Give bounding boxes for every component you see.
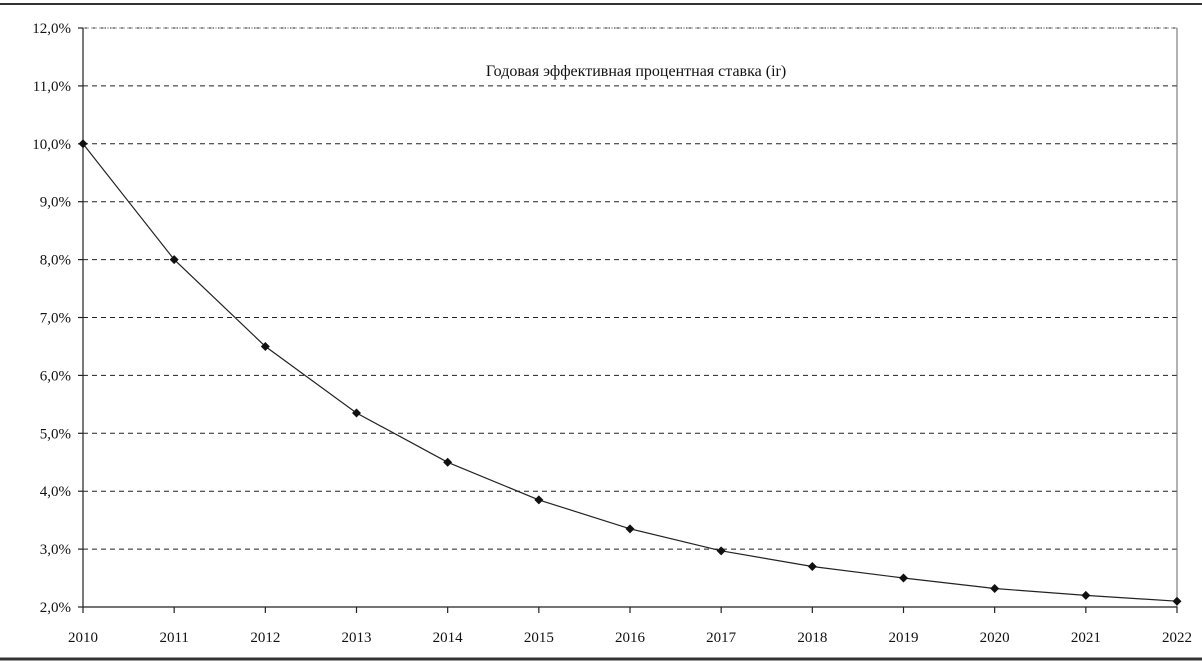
x-tick-label: 2022 xyxy=(1162,630,1192,646)
y-tick-label: 7,0% xyxy=(40,311,71,327)
data-point-marker xyxy=(1172,596,1182,606)
x-tick-label: 2013 xyxy=(342,630,372,646)
series-group xyxy=(78,139,1182,606)
data-point-marker xyxy=(260,341,270,351)
data-point-marker xyxy=(169,255,179,265)
y-tick-label: 9,0% xyxy=(40,195,71,211)
data-point-marker xyxy=(990,583,1000,593)
x-axis-ticks: 2010 2011 2012 2013 2014 2015 2016 2017 2018 2019… xyxy=(68,607,1192,646)
x-tick-label: 2015 xyxy=(524,630,554,646)
y-tick-label: 4,0% xyxy=(40,484,71,500)
data-point-marker xyxy=(1081,590,1091,600)
data-point-marker xyxy=(352,408,361,418)
x-tick-label: 2021 xyxy=(1071,630,1101,646)
x-tick-label: 2017 xyxy=(706,630,737,646)
data-point-marker xyxy=(78,139,88,149)
y-tick-label: 6,0% xyxy=(40,368,71,384)
y-tick-label: 3,0% xyxy=(40,542,71,558)
x-tick-label: 2012 xyxy=(250,630,280,646)
y-tick-label: 5,0% xyxy=(40,426,71,442)
data-point-marker xyxy=(534,495,544,505)
data-point-marker xyxy=(625,524,635,534)
x-tick-label: 2016 xyxy=(615,630,646,646)
x-tick-label: 2011 xyxy=(159,630,188,646)
x-tick-label: 2010 xyxy=(68,630,98,646)
x-tick-label: 2018 xyxy=(797,630,827,646)
y-tick-label: 2,0% xyxy=(40,600,71,616)
y-tick-label: 8,0% xyxy=(40,253,71,269)
x-tick-label: 2019 xyxy=(889,630,919,646)
y-tick-label: 12,0% xyxy=(32,21,71,37)
data-point-marker xyxy=(899,573,908,583)
chart-title: Годовая эффективная процентная ставка (i… xyxy=(486,63,786,80)
data-point-marker xyxy=(807,561,817,571)
data-point-marker xyxy=(443,457,453,467)
x-tick-label: 2014 xyxy=(433,630,464,646)
data-point-marker xyxy=(716,546,726,556)
y-tick-label: 10,0% xyxy=(32,137,71,153)
y-axis-ticks: 2,0% 3,0% 4,0% 5,0% 6,0% 7,0% 8,0% 9,0% 10,0% 11,… xyxy=(32,21,83,616)
x-tick-label: 2020 xyxy=(980,630,1010,646)
y-tick-label: 11,0% xyxy=(33,79,71,95)
gridlines xyxy=(83,27,1177,550)
